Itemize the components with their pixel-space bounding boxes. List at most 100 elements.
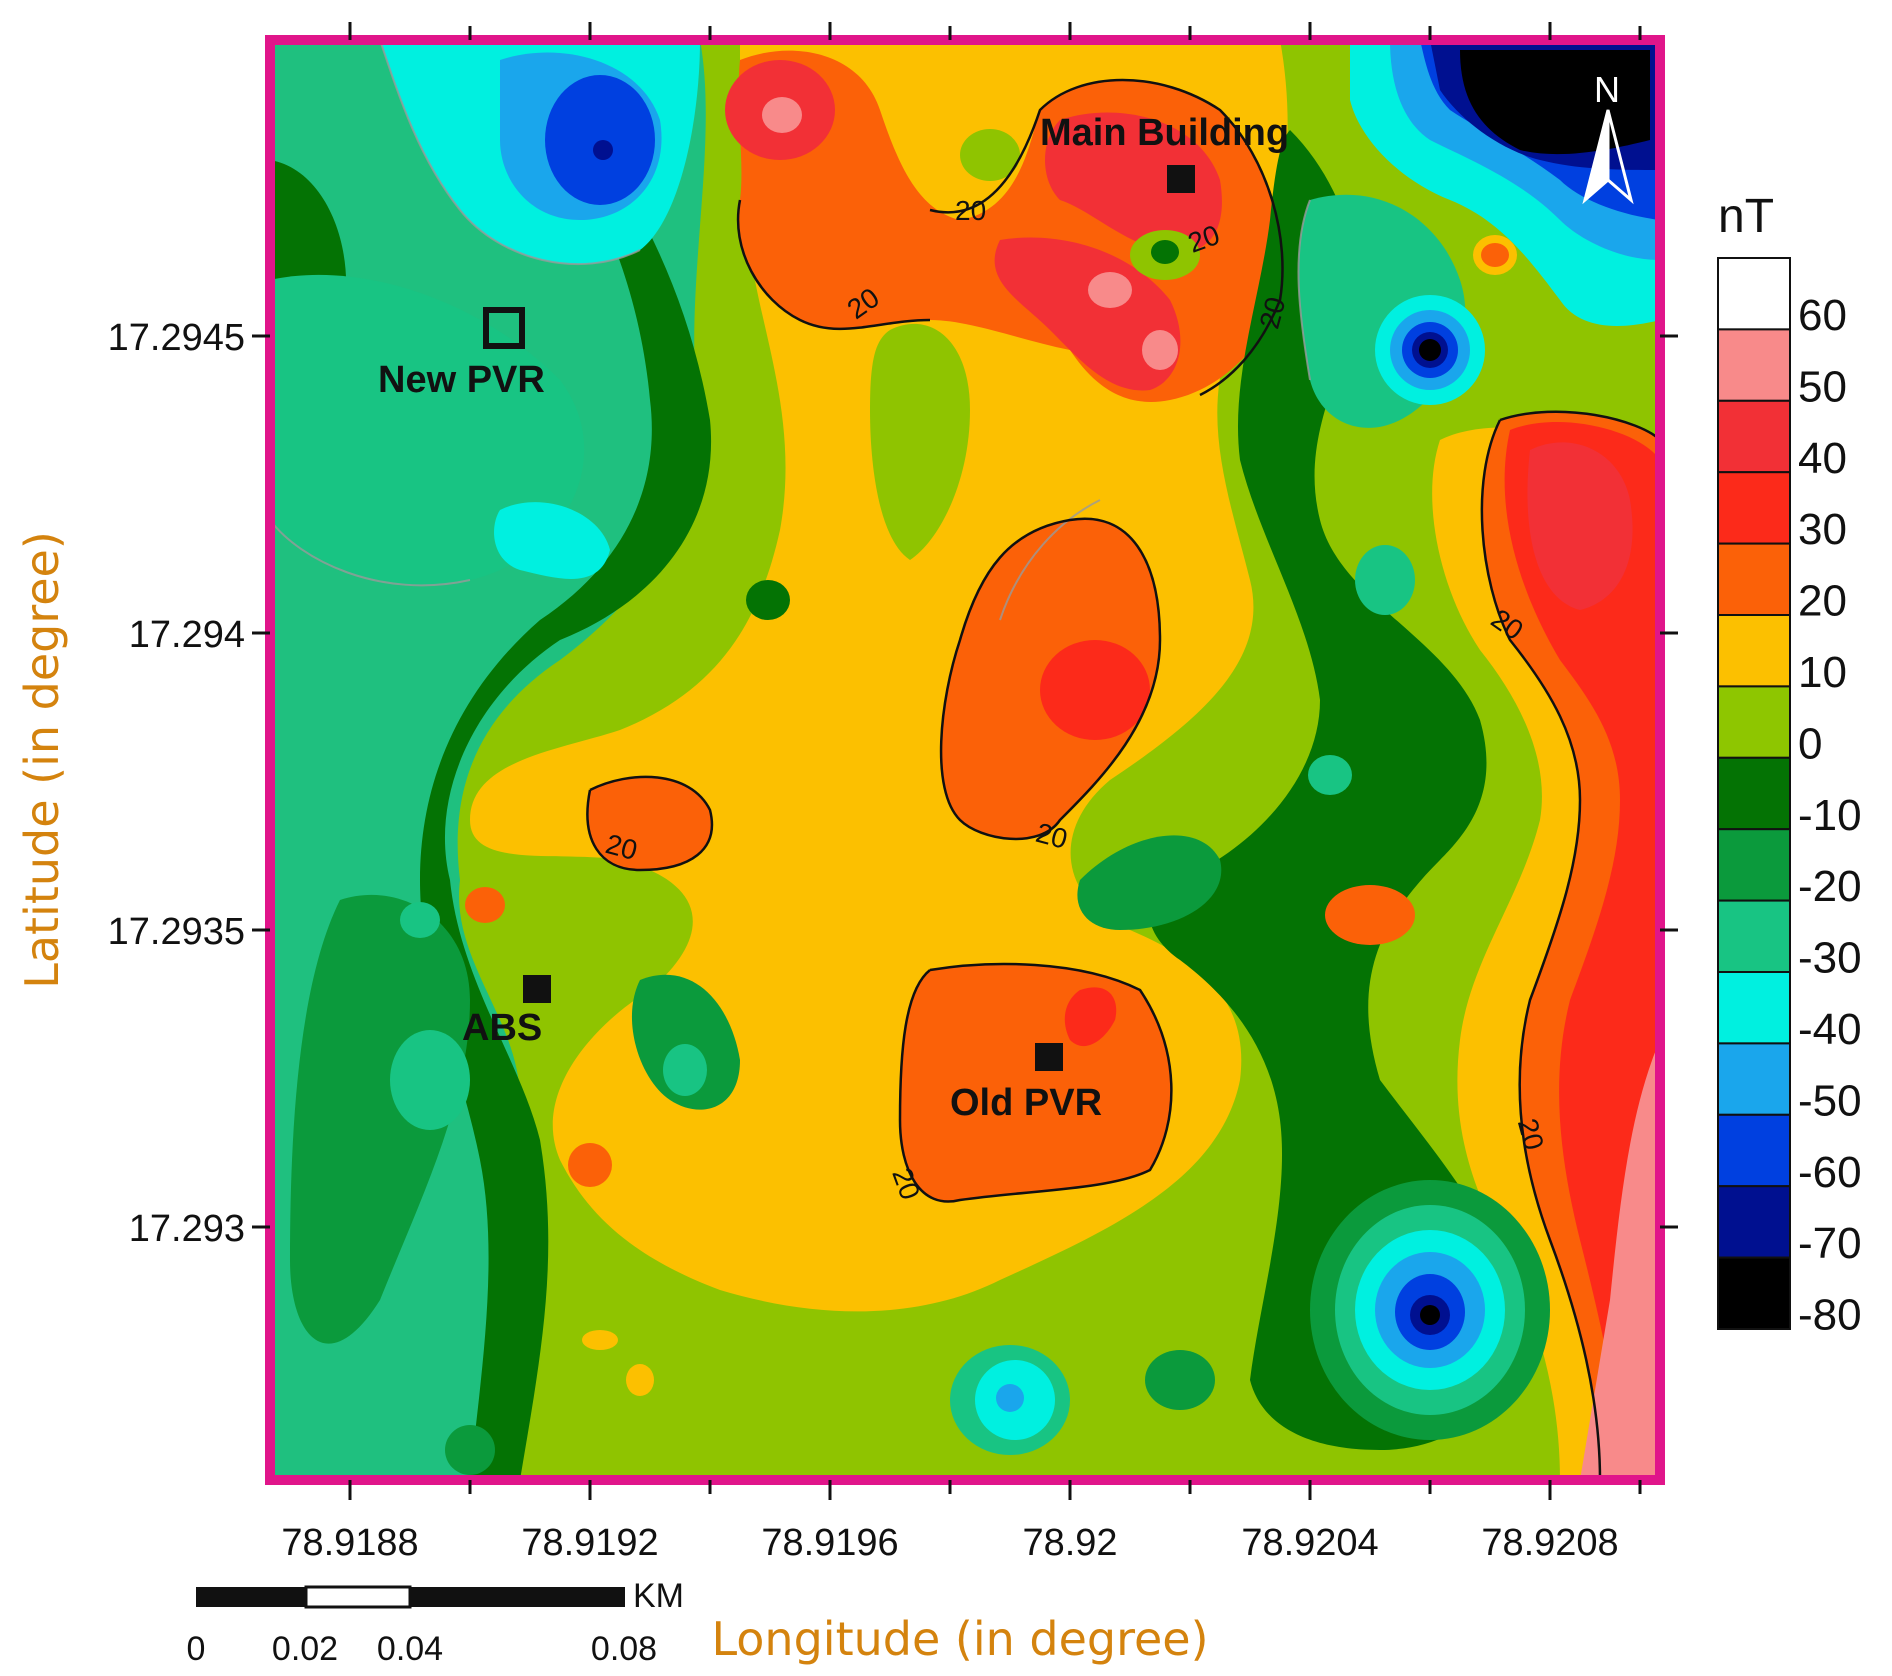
north-pink-core-west xyxy=(762,97,802,133)
south-red-core xyxy=(1064,987,1117,1047)
new-pvr-label: New PVR xyxy=(378,359,545,401)
latitude-ticks xyxy=(252,334,1678,1229)
north-pink-core-small xyxy=(1142,330,1178,370)
south-dark-green-dot xyxy=(445,1425,495,1475)
central-dark-green-dot xyxy=(746,580,790,620)
abs-marker xyxy=(523,975,551,1003)
legend-swatch xyxy=(1717,756,1791,831)
new-pvr-marker xyxy=(483,307,525,349)
scale-bar-segment-2 xyxy=(304,1585,412,1609)
color-legend: nT 60 50 40 30 20 10 0 -10 -20 -30 -40 -50 -60 -70 -80 xyxy=(1717,190,1862,1340)
scale-unit-label: KM xyxy=(633,1577,684,1615)
x-axis-title: Longitude (in degree) xyxy=(711,1612,1208,1666)
small-green-blob xyxy=(960,129,1020,181)
lat-tick-label-0: 17.2945 xyxy=(108,317,245,359)
legend-swatch xyxy=(1717,542,1791,616)
scale-label-1: 0.02 xyxy=(272,1630,338,1668)
north-pink-core-south xyxy=(1088,272,1132,308)
south-green-pocket xyxy=(1145,1350,1215,1410)
main-building-label: Main Building xyxy=(1040,112,1289,154)
east-teal-blob xyxy=(1355,545,1415,615)
east-orange-blob xyxy=(1325,885,1415,945)
west-teal-pocket-small xyxy=(400,902,440,938)
south-yellow-dot-2 xyxy=(626,1364,654,1396)
lon-tick-label-4: 78.9204 xyxy=(1241,1522,1378,1564)
old-pvr-marker xyxy=(1035,1043,1063,1071)
legend-swatch xyxy=(1717,899,1791,973)
small-orange-ring xyxy=(465,887,505,923)
legend-swatch xyxy=(1717,471,1791,545)
se-pink-zone xyxy=(1580,1040,1660,1480)
north-arrow xyxy=(1582,109,1634,205)
twenty-nt-contour-lines xyxy=(586,78,1660,1480)
old-pvr-label: Old PVR xyxy=(950,1082,1102,1124)
legend-label: -80 xyxy=(1798,1291,1862,1340)
legend-label: 40 xyxy=(1798,434,1847,483)
west-green-patch-south xyxy=(290,894,470,1344)
legend-swatch xyxy=(1717,1042,1791,1116)
west-teal-pocket-south xyxy=(390,1030,470,1130)
north-label: N xyxy=(1594,69,1620,110)
north-red-core-south xyxy=(994,237,1181,391)
legend-swatch xyxy=(1717,328,1791,402)
scale-label-3: 0.08 xyxy=(591,1630,657,1668)
south-yellow-dot-1 xyxy=(582,1330,618,1350)
legend-label: -30 xyxy=(1798,934,1862,983)
north-dark-green-pocket xyxy=(1151,240,1179,264)
scale-bar: KM 0 0.02 0.04 0.08 xyxy=(187,1577,684,1668)
central-red-core xyxy=(1040,640,1150,740)
south-blue-pocket xyxy=(996,1384,1024,1412)
legend-swatch xyxy=(1717,685,1791,759)
lat-tick-label-3: 17.293 xyxy=(129,1208,245,1250)
legend-label: -10 xyxy=(1798,791,1862,840)
lon-tick-label-0: 78.9188 xyxy=(281,1522,418,1564)
legend-label: 10 xyxy=(1798,648,1847,697)
legend-label: 50 xyxy=(1798,362,1847,411)
west-dark-green-strip xyxy=(420,120,712,1480)
legend-label: 0 xyxy=(1798,719,1822,768)
north-red-core-east xyxy=(1045,112,1222,253)
grey-contour-lines xyxy=(270,40,1311,621)
legend-swatch xyxy=(1717,1113,1791,1188)
legend-label: -50 xyxy=(1798,1076,1862,1125)
lon-tick-label-3: 78.92 xyxy=(1022,1522,1117,1564)
legend-swatch xyxy=(1717,399,1791,474)
legend-label: -20 xyxy=(1798,862,1862,911)
legend-swatch xyxy=(1717,1256,1791,1330)
se-black-core xyxy=(1420,1305,1440,1325)
map-frame xyxy=(265,35,1665,1485)
scale-label-0: 0 xyxy=(187,1630,206,1668)
legend-swatch xyxy=(1717,828,1791,902)
legend-label: -70 xyxy=(1798,1219,1862,1268)
legend-swatch xyxy=(1717,614,1791,688)
south-central-teal-pocket xyxy=(663,1044,707,1096)
west-cyan-blob xyxy=(494,502,610,579)
legend-swatch xyxy=(1717,257,1791,331)
lat-tick-label-1: 17.294 xyxy=(129,614,245,656)
lon-tick-label-5: 78.9208 xyxy=(1481,1522,1618,1564)
contour-label-north: 20 xyxy=(955,195,986,226)
nw-navy-core xyxy=(593,140,613,160)
contour-map-area: 20 20 20 20 20 20 20 20 20 xyxy=(270,40,1660,1480)
legend-label: -40 xyxy=(1798,1005,1862,1054)
east-black-core xyxy=(1419,339,1441,361)
scale-label-2: 0.04 xyxy=(377,1630,443,1668)
legend-label: 30 xyxy=(1798,505,1847,554)
se-crimson-core xyxy=(1527,442,1633,610)
lat-tick-label-2: 17.2935 xyxy=(108,911,245,953)
legend-swatch xyxy=(1717,971,1791,1045)
y-axis-title: Latitude (in degree) xyxy=(15,531,69,989)
lon-tick-label-1: 78.9192 xyxy=(521,1522,658,1564)
west-orange-high xyxy=(587,776,712,870)
legend-label: 20 xyxy=(1798,577,1847,626)
lon-tick-label-2: 78.9196 xyxy=(761,1522,898,1564)
longitude-ticks xyxy=(348,22,1642,1500)
east-orange-core xyxy=(1481,243,1509,267)
central-green-pocket xyxy=(1077,835,1222,930)
legend-label: 60 xyxy=(1798,291,1847,340)
main-building-marker xyxy=(1167,165,1195,193)
abs-label: ABS xyxy=(462,1007,542,1049)
nw-deep-blue-core xyxy=(545,75,655,205)
legend-swatch xyxy=(1717,1185,1791,1259)
